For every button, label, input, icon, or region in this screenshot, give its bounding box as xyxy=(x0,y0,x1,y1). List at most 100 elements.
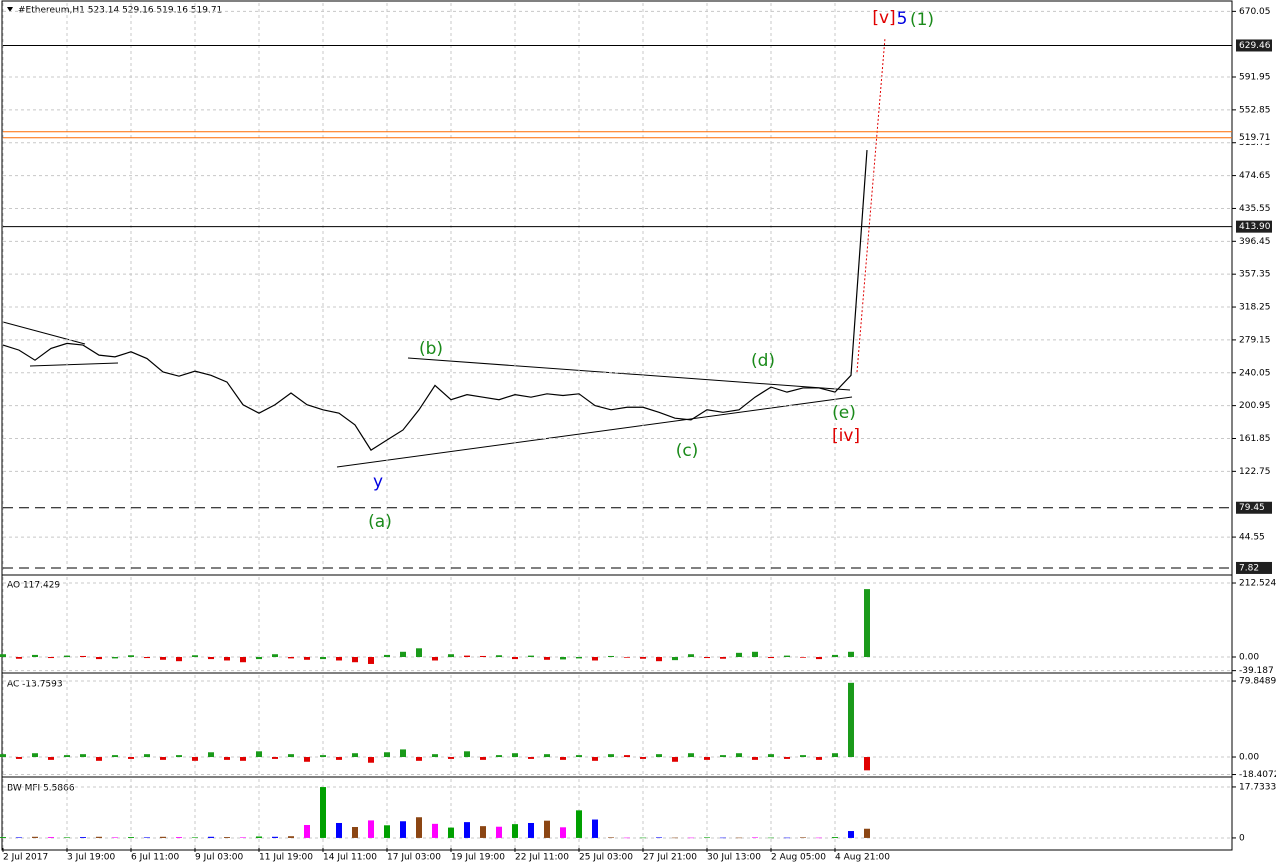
histogram-bar xyxy=(176,837,182,838)
histogram-bar xyxy=(752,837,758,838)
y-tick-label: 212.524 xyxy=(1239,579,1276,589)
histogram-bar xyxy=(64,655,70,658)
histogram-bar xyxy=(48,837,54,838)
histogram-bar xyxy=(128,655,134,658)
histogram-bar xyxy=(528,655,534,658)
histogram-bar xyxy=(416,817,422,838)
histogram-bar xyxy=(784,837,790,839)
histogram-bar xyxy=(240,757,246,761)
x-tick-label: 19 Jul 19:00 xyxy=(451,853,505,863)
histogram-bar xyxy=(352,657,358,663)
y-tick-label: 240.05 xyxy=(1239,368,1271,378)
histogram-bar xyxy=(608,754,614,758)
histogram-bar xyxy=(848,682,854,758)
histogram-bar xyxy=(32,753,38,758)
histogram-bar xyxy=(272,757,278,759)
last-price-box xyxy=(1236,131,1272,144)
histogram-bar xyxy=(496,755,502,758)
histogram-bar xyxy=(112,657,118,659)
histogram-bar xyxy=(0,654,6,658)
histogram-bar xyxy=(592,757,598,761)
trend-line xyxy=(407,357,851,391)
histogram-bar xyxy=(160,836,166,838)
indicator-title: AC -13.7593 xyxy=(7,680,63,690)
histogram-bar xyxy=(176,657,182,662)
x-tick-label: 25 Jul 03:00 xyxy=(579,853,633,863)
histogram-bar xyxy=(176,755,182,758)
level-label-box xyxy=(1236,561,1272,574)
y-tick-label: 0.00 xyxy=(1239,753,1259,763)
histogram-bar xyxy=(688,654,694,658)
histogram-bar xyxy=(528,757,534,759)
histogram-bar xyxy=(496,826,502,838)
histogram-bar xyxy=(704,657,710,659)
histogram-bar xyxy=(304,657,310,660)
y-tick-label: -39.187 xyxy=(1239,666,1274,676)
histogram-bar xyxy=(208,752,214,758)
histogram-bar xyxy=(640,757,646,759)
level-label: 7.82 xyxy=(1239,563,1259,573)
last-price-label: 519.71 xyxy=(1239,133,1271,143)
histogram-bar xyxy=(336,757,342,760)
histogram-bar xyxy=(240,837,246,838)
y-tick-label: 552.85 xyxy=(1239,105,1271,115)
histogram-bar xyxy=(736,753,742,758)
frame xyxy=(1,0,1233,851)
x-tick-label: 14 Jul 11:00 xyxy=(323,853,377,863)
histogram-bar xyxy=(624,755,630,758)
histogram-bar xyxy=(144,837,150,838)
histogram-bar xyxy=(656,754,662,758)
histogram-bar xyxy=(656,837,662,838)
histogram-bar xyxy=(672,657,678,661)
y-tick-label: 357.35 xyxy=(1239,270,1271,280)
y-tick-label: 0.00 xyxy=(1239,653,1259,663)
histogram-bar xyxy=(144,754,150,758)
histogram-bar xyxy=(448,757,454,759)
y-tick-label: 318.25 xyxy=(1239,303,1271,313)
histogram-bar xyxy=(112,837,118,838)
histogram-bar xyxy=(48,757,54,760)
histogram-bar xyxy=(96,836,102,838)
histogram-bar xyxy=(512,753,518,758)
histogram-bar xyxy=(320,787,326,838)
histogram-bar xyxy=(272,654,278,658)
price-line xyxy=(2,150,868,451)
trend-line xyxy=(29,362,119,367)
histogram-bar xyxy=(608,655,614,658)
histogram-bar xyxy=(784,757,790,759)
histogram-bar xyxy=(768,837,774,839)
y-tick-label: 122.75 xyxy=(1239,467,1271,477)
histogram-bar xyxy=(544,754,550,758)
histogram-bar xyxy=(304,757,310,762)
histogram-bar xyxy=(192,655,198,658)
histogram-bar xyxy=(864,757,870,771)
histogram-bar xyxy=(576,657,582,659)
wave-label: (b) xyxy=(419,339,443,359)
y-tick-label: 0 xyxy=(1239,833,1245,843)
trend-line xyxy=(336,396,853,468)
histogram-bar xyxy=(96,657,102,660)
histogram-bar xyxy=(32,654,38,658)
histogram-bar xyxy=(16,757,22,759)
histogram-bar xyxy=(384,752,390,758)
histogram-bar xyxy=(352,753,358,758)
histogram-bar xyxy=(512,824,518,838)
y-tick-label: -18.4072 xyxy=(1239,770,1276,780)
indicator-title: BW MFI 5.5866 xyxy=(7,784,75,794)
x-tick-label: 9 Jul 03:00 xyxy=(195,853,244,863)
histogram-bar xyxy=(528,822,534,838)
histogram-bar xyxy=(624,837,630,839)
x-tick-label: 22 Jul 11:00 xyxy=(515,853,569,863)
histogram-bar xyxy=(480,757,486,760)
histogram-bar xyxy=(640,657,646,659)
x-tick-label: 17 Jul 03:00 xyxy=(387,853,441,863)
histogram-bar xyxy=(96,757,102,761)
indicator-title: AO 117.429 xyxy=(7,581,60,591)
histogram-bar xyxy=(864,828,870,838)
histogram-bar xyxy=(256,836,262,838)
histogram-bar xyxy=(704,837,710,838)
histogram-bar xyxy=(736,837,742,839)
level-label-box xyxy=(1236,220,1272,233)
level-label: 629.46 xyxy=(1239,41,1271,51)
histogram-bar xyxy=(432,823,438,838)
